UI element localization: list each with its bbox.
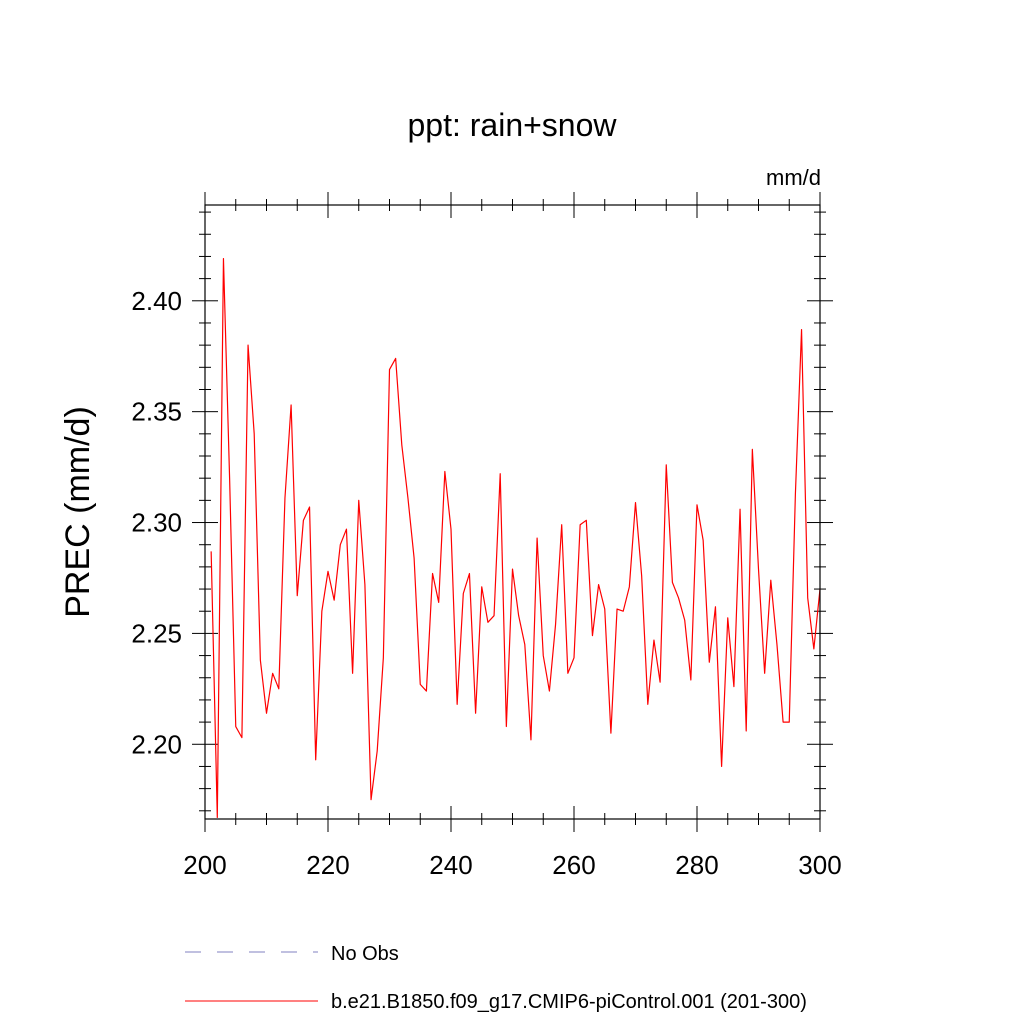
tick-labels: 200 220 240 260 280 300 2.20 2.25 2.30 2.35 2.40: [131, 286, 841, 880]
axis-ticks: [192, 192, 833, 832]
chart-title: ppt: rain+snow: [407, 107, 617, 143]
y-tick-label: 2.20: [131, 729, 182, 759]
x-tick-label: 200: [183, 850, 226, 880]
plot-series: [210, 258, 821, 819]
y-tick-label: 2.35: [131, 397, 182, 427]
y-tick-label: 2.40: [131, 286, 182, 316]
y-axis-label: PREC (mm/d): [59, 406, 97, 618]
units-label: mm/d: [766, 165, 821, 190]
x-tick-label: 220: [306, 850, 349, 880]
legend-label-picontrol: b.e21.B1850.f09_g17.CMIP6-piControl.001 …: [331, 991, 807, 1013]
legend: No Obs b.e21.B1850.f09_g17.CMIP6-piContr…: [185, 943, 807, 1013]
y-tick-label: 2.25: [131, 618, 182, 648]
legend-label-no-obs: No Obs: [331, 943, 399, 965]
x-tick-label: 260: [552, 850, 595, 880]
x-tick-label: 240: [429, 850, 472, 880]
x-tick-label: 300: [798, 850, 841, 880]
x-tick-label: 280: [675, 850, 718, 880]
series-line: [210, 258, 821, 819]
plot-frame: [204, 204, 821, 820]
y-tick-label: 2.30: [131, 508, 182, 538]
